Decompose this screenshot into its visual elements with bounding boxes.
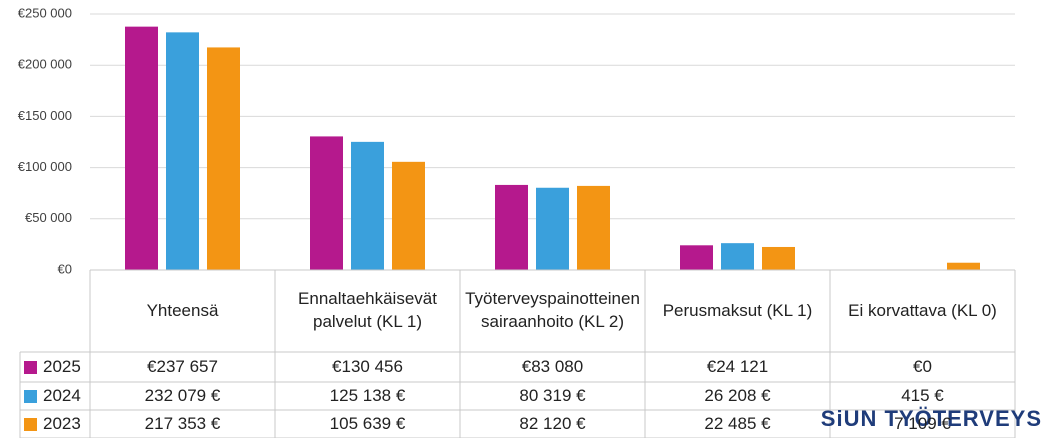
table-value: 26 208 € (704, 385, 771, 405)
table-value: €0 (913, 356, 932, 376)
y-tick-label: €100 000 (18, 159, 72, 174)
table-value: 7 109 € (894, 413, 951, 433)
table-value: 22 485 € (704, 413, 771, 433)
y-tick-label: €250 000 (18, 5, 72, 20)
table-value: 415 € (901, 385, 944, 405)
table-value: 232 079 € (144, 385, 221, 405)
bar (207, 47, 240, 270)
watermark: SiUN TYÖTERVEYS (820, 406, 1042, 431)
category-label: Perusmaksut (KL 1) (662, 300, 813, 320)
category-label: Ennaltaehkäisevät palvelut (KL 1) (298, 289, 437, 331)
legend-entry: 2024 (24, 382, 81, 410)
bar (310, 136, 343, 270)
table-value: €83 080 (521, 356, 584, 376)
y-tick-label: €150 000 (18, 108, 72, 123)
table-value: 82 120 € (519, 413, 586, 433)
legend-swatch (24, 389, 37, 403)
legend-label: 2025 (43, 357, 81, 376)
table-value: 125 138 € (329, 385, 406, 405)
category-label: Yhteensä (146, 300, 219, 320)
bar (680, 245, 713, 270)
bar (947, 262, 980, 270)
legend-swatch (24, 360, 37, 374)
bar (351, 141, 384, 270)
legend-entry: 2023 (24, 410, 81, 438)
bar (495, 184, 528, 270)
table-value: 80 319 € (519, 385, 586, 405)
table-value: 217 353 € (144, 413, 221, 433)
bar (125, 26, 158, 270)
bar (536, 187, 569, 270)
legend-label: 2024 (43, 386, 81, 405)
table-value: €24 121 (706, 356, 769, 376)
y-tick-label: €0 (58, 261, 72, 276)
bar (392, 161, 425, 270)
table-value: €130 456 (332, 356, 403, 376)
bar (166, 32, 199, 270)
bar (762, 246, 795, 270)
bar (577, 185, 610, 270)
category-label: Ei korvattava (KL 0) (848, 300, 997, 320)
y-tick-label: €200 000 (18, 57, 72, 72)
legend-label: 2023 (43, 414, 81, 433)
legend-swatch (24, 417, 37, 431)
y-tick-label: €50 000 (25, 210, 72, 225)
legend-entry: 2025 (24, 352, 81, 382)
bar (721, 243, 754, 270)
category-label: Työterveyspainotteinen sairaanhoito (KL … (465, 289, 640, 331)
table-value: 105 639 € (329, 413, 406, 433)
table-value: €237 657 (147, 356, 218, 376)
